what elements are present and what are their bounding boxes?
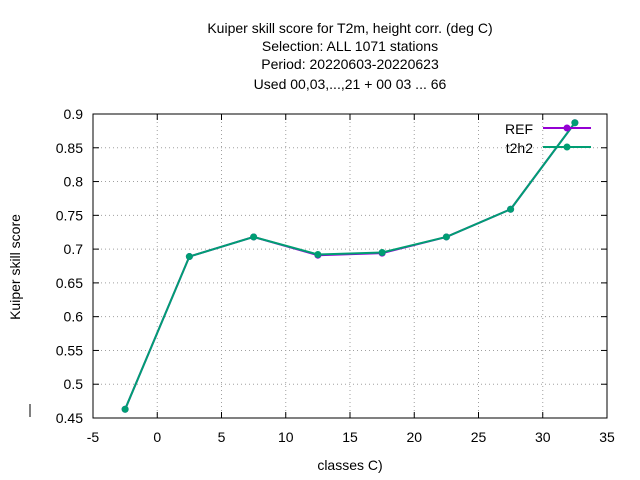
x-tick-label: 25	[471, 429, 487, 445]
title-line-4: Used 00,03,...,21 + 00 03 ... 66	[254, 76, 447, 92]
data-point-t2h2	[378, 248, 386, 256]
y-tick-label: 0.7	[64, 241, 84, 257]
y-tick-label: 0.45	[56, 410, 83, 426]
y-tick-label: 0.85	[56, 140, 83, 156]
y-tick-label: 0.75	[56, 207, 83, 223]
x-tick-label: 35	[599, 429, 615, 445]
data-point-t2h2	[121, 405, 129, 413]
x-tick-label: 15	[342, 429, 358, 445]
x-tick-label: 5	[218, 429, 226, 445]
y-axis-label: Kuiper skill score	[7, 214, 23, 320]
x-tick-label: 30	[535, 429, 551, 445]
series-lines	[124, 122, 576, 410]
data-point-t2h2	[185, 253, 193, 261]
x-axis-label: classes C)	[317, 457, 382, 473]
series-points	[121, 119, 579, 413]
series-line-t2h2	[124, 122, 576, 410]
title-line-2: Selection: ALL 1071 stations	[262, 38, 438, 54]
legend-label-t2h2: t2h2	[506, 140, 533, 156]
y-tick-label: 0.55	[56, 342, 83, 358]
y-tick-label: 0.65	[56, 275, 83, 291]
y-tick-labels: 0.45 0.5 0.55 0.6 0.65 0.7 0.75 0.8 0.85 0.9	[56, 106, 83, 426]
data-point-t2h2	[314, 251, 322, 259]
legend-marker-t2h2	[563, 143, 571, 151]
legend-marker-ref	[563, 124, 571, 132]
grid	[93, 114, 607, 418]
y-tick-label: 0.9	[64, 106, 84, 122]
axis-ticks	[92, 113, 608, 419]
data-point-t2h2	[250, 233, 258, 241]
x-tick-label: 0	[153, 429, 161, 445]
y-tick-label: 0.5	[64, 376, 84, 392]
x-tick-labels: -5 0 5 10 15 20 25 30 35	[87, 429, 615, 445]
chart-title: Kuiper skill score for T2m, height corr.…	[207, 20, 492, 92]
legend-label-ref: REF	[505, 121, 533, 137]
data-point-t2h2	[571, 119, 579, 127]
y-tick-label: 0.8	[64, 174, 84, 190]
y-tick-label: 0.6	[64, 309, 84, 325]
legend: REF t2h2	[505, 121, 591, 156]
x-tick-label: -5	[87, 429, 100, 445]
title-line-3: Period: 20220603-20220623	[261, 56, 439, 72]
x-tick-label: 10	[278, 429, 294, 445]
data-point-t2h2	[442, 233, 450, 241]
data-point-t2h2	[507, 205, 515, 213]
x-tick-label: 20	[406, 429, 422, 445]
title-line-1: Kuiper skill score for T2m, height corr.…	[207, 20, 492, 36]
